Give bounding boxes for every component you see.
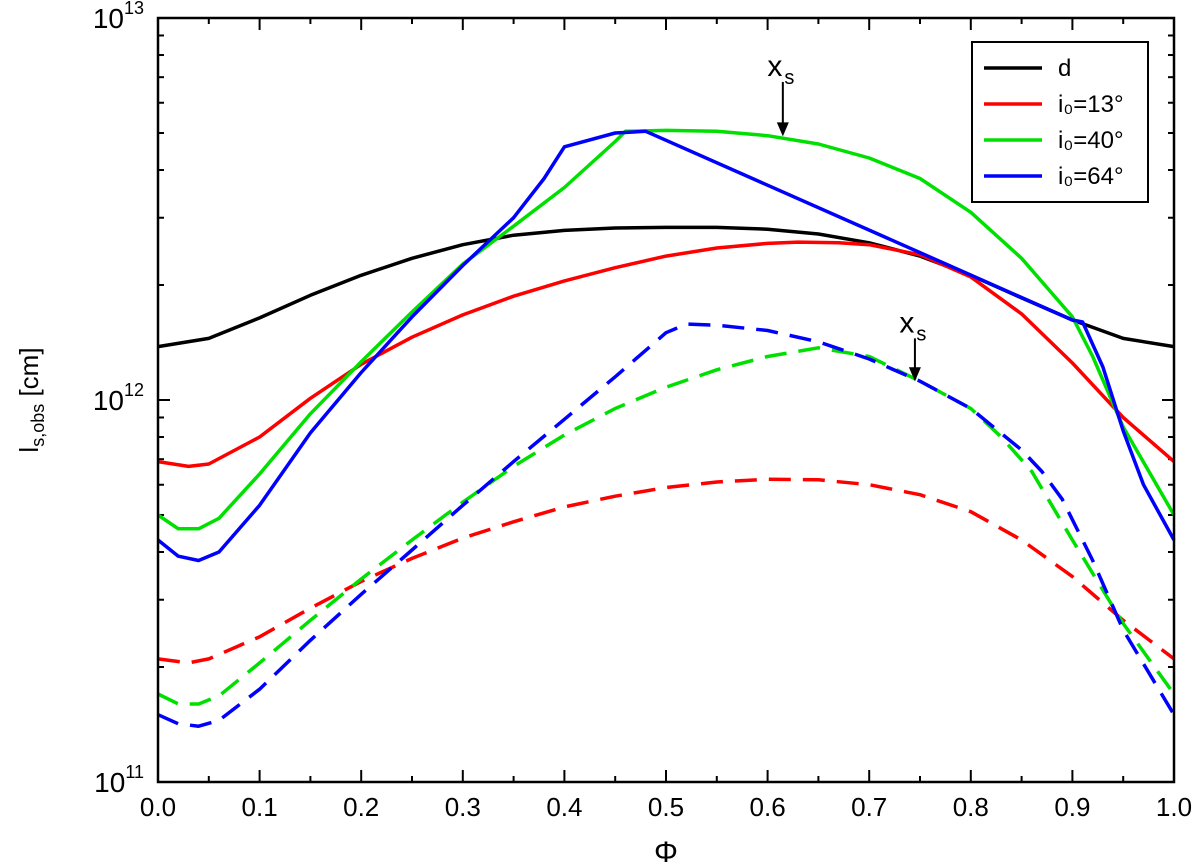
legend-label: i₀=40° xyxy=(1058,127,1124,154)
y-axis-title: ls,obs [cm] xyxy=(14,347,48,452)
annotations: x s x s xyxy=(767,50,926,382)
y-axis-title-unit: [cm] xyxy=(14,347,44,403)
legend: d i₀=13° i₀=40° i₀=64° xyxy=(971,41,1149,203)
x-tick-label: 0.6 xyxy=(750,792,786,822)
series-line-dashed-6 xyxy=(157,322,1176,728)
series-line-3 xyxy=(156,129,1176,563)
legend-label: i₀=13° xyxy=(1058,91,1124,118)
series-line-1 xyxy=(157,240,1176,469)
x-tick-label: 0.7 xyxy=(851,792,887,822)
x-tick-label: 1.0 xyxy=(1156,792,1192,822)
y-tick-label: 1011 xyxy=(94,762,144,798)
y-axis-title-main: l xyxy=(14,447,44,453)
y-axis-title-sub: s,obs xyxy=(28,404,48,447)
series-line-dashed-5 xyxy=(157,346,1176,706)
series-layer xyxy=(156,128,1176,728)
y-tick-label: 1012 xyxy=(93,380,144,416)
legend-label: i₀=64° xyxy=(1058,163,1124,190)
x-tick-label: 0.5 xyxy=(648,792,684,822)
x-tick-label: 0.4 xyxy=(546,792,582,822)
series-line-0 xyxy=(157,225,1175,349)
x-tick-label: 0.0 xyxy=(140,792,176,822)
plot-frame xyxy=(156,16,1176,784)
tick-labels: 0.0 0.1 0.2 0.3 0.4 0.5 0.6 0.7 0.8 0.9 1.0 1011 101… xyxy=(93,0,1192,822)
x-axis-title: Φ xyxy=(654,836,678,866)
x-tick-label: 0.9 xyxy=(1054,792,1090,822)
annotation-arrow-head xyxy=(908,367,921,382)
x-tick-label: 0.8 xyxy=(953,792,989,822)
annotation-arrow-head xyxy=(776,122,789,137)
x-tick-label: 0.3 xyxy=(445,792,481,822)
series-line-dashed-4 xyxy=(157,477,1176,665)
legend-label: d xyxy=(1058,55,1071,82)
y-tick-label: 1013 xyxy=(93,0,144,34)
x-tick-label: 0.2 xyxy=(343,792,379,822)
x-tick-label: 0.1 xyxy=(242,792,278,822)
